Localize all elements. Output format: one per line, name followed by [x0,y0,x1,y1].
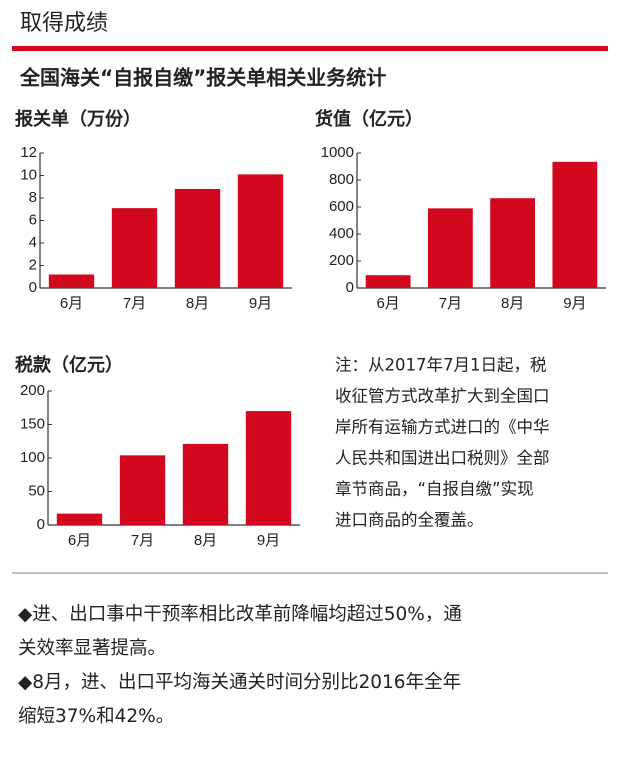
note-line: 进口商品的全覆盖。 [335,511,484,530]
y-tick-label: 800 [329,171,354,188]
x-tick-label: 6月 [60,295,83,312]
header-rule [12,46,608,51]
x-tick-label: 8月 [194,532,217,549]
x-tick-label: 6月 [68,532,91,549]
y-tick-label: 0 [37,516,45,533]
y-tick-label: 100 [20,449,45,466]
note-line: 岸所有运输方式进口的《中华 [335,418,550,437]
bullet-line: ◆进、出口事中干预率相比改革前降幅均超过50%，通 [18,604,462,625]
bar [245,411,292,525]
bar [182,443,229,525]
y-tick-label: 0 [29,279,37,296]
y-tick-label: 10 [20,166,37,183]
bullet-line: 关效率显著提高。 [18,638,166,659]
chart-title: 报关单（万份） [15,108,141,130]
note-line: 人民共和国进出口税则》全部 [335,449,550,468]
bar [48,274,95,288]
bullet-line: 缩短37%和42%。 [18,706,174,727]
y-tick-label: 200 [20,382,45,399]
x-tick-label: 6月 [376,295,399,312]
x-tick-label: 7月 [439,295,462,312]
note-line: 收征管方式改革扩大到全国口 [335,387,550,406]
x-tick-label: 8月 [186,295,209,312]
bar [111,208,158,288]
y-tick-label: 2 [29,256,37,273]
chart-title: 货值（亿元） [315,108,423,130]
bar [56,513,103,525]
x-tick-label: 9月 [249,295,272,312]
y-tick-label: 150 [20,415,45,432]
y-tick-label: 8 [29,189,37,206]
chart-title: 税款（亿元） [15,354,123,376]
y-tick-label: 12 [20,144,37,161]
y-tick-label: 1000 [321,144,354,161]
bar [552,161,598,288]
x-tick-label: 9月 [563,295,586,312]
bullet-line: ◆8月，进、出口平均海关通关时间分别比2016年全年 [18,672,461,693]
x-tick-label: 9月 [257,532,280,549]
y-tick-label: 0 [346,279,354,296]
bar [365,275,411,288]
main-title: 全国海关“自报自缴”报关单相关业务统计 [19,66,386,90]
y-tick-label: 400 [329,225,354,242]
y-tick-label: 4 [29,234,37,251]
note-line: 注：从2017年7月1日起，税 [335,356,547,375]
x-tick-label: 7月 [131,532,154,549]
y-tick-label: 600 [329,198,354,215]
y-tick-label: 50 [28,482,45,499]
bar [237,174,284,288]
y-tick-label: 200 [329,252,354,269]
x-tick-label: 7月 [123,295,146,312]
bar [174,189,221,288]
bar [119,455,166,525]
header: 取得成绩 [20,11,108,36]
bar [427,208,473,288]
note-line: 章节商品，“自报自缴”实现 [335,480,534,499]
y-tick-label: 6 [29,211,37,228]
bar [490,198,536,288]
x-tick-label: 8月 [501,295,524,312]
